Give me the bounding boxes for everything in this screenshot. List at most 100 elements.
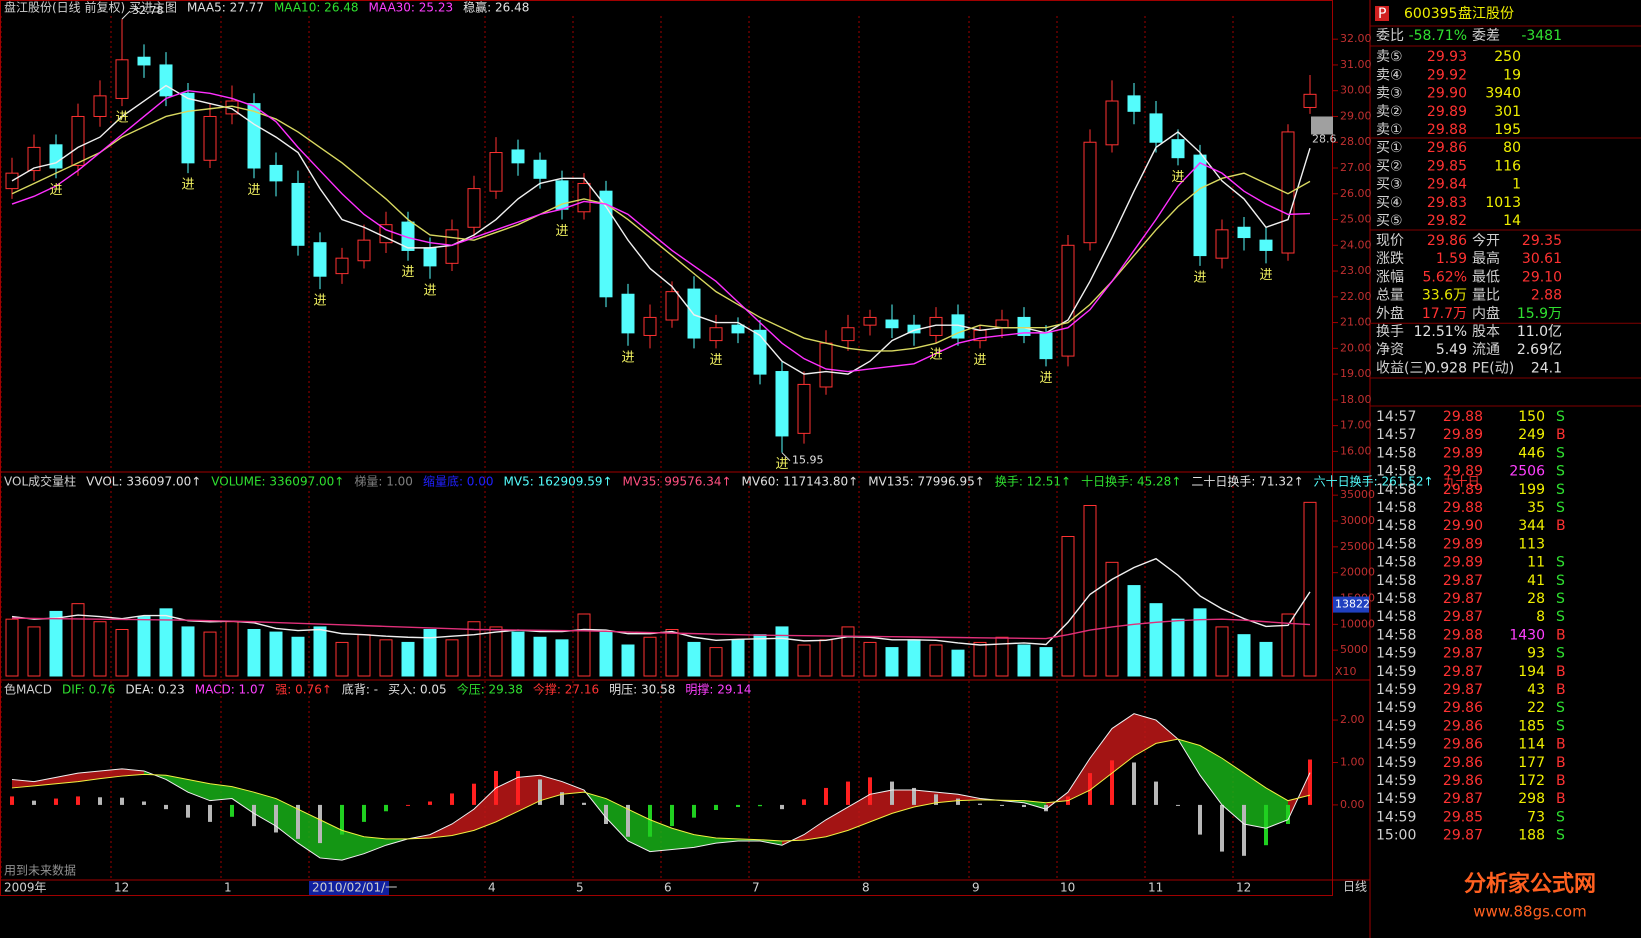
indicator-label: DEA: 0.23 xyxy=(125,683,184,697)
macd-bar xyxy=(780,804,784,810)
watermark-url: www.88gs.com xyxy=(1473,903,1586,921)
candle-body xyxy=(115,59,129,99)
macd-bar xyxy=(230,804,234,817)
book-volume: 14 xyxy=(1503,213,1521,229)
volume-bar xyxy=(511,631,525,677)
trade-volume: 41 xyxy=(1527,573,1545,589)
candle-body xyxy=(203,115,217,161)
macd-bar xyxy=(76,796,80,805)
trade-side: S xyxy=(1556,409,1565,425)
volume-bar xyxy=(335,641,349,677)
y-tick-label: 32.00 xyxy=(1340,32,1372,45)
book-level: 买③ xyxy=(1376,177,1403,193)
stat-label: 总量 xyxy=(1376,288,1404,304)
indicator-label: 梯量: 1.00 xyxy=(354,475,413,489)
trade-side: S xyxy=(1556,573,1565,589)
buy-signal: 进 xyxy=(929,348,942,363)
volume-bar xyxy=(1303,501,1317,677)
x-tick-label: 6 xyxy=(664,881,672,895)
trade-volume: 114 xyxy=(1518,737,1545,753)
y-tick-label: 19.00 xyxy=(1340,367,1372,380)
candle-body xyxy=(1281,131,1295,254)
trade-volume: 11 xyxy=(1527,555,1545,571)
dif-dea-ribbon xyxy=(936,792,958,803)
candle-body xyxy=(687,288,701,339)
candle-body xyxy=(1259,239,1273,251)
macd-bar xyxy=(1242,804,1246,856)
indicator-label: MAA5: 27.77 xyxy=(187,1,264,15)
dif-dea-ribbon xyxy=(848,794,870,831)
macd-bar xyxy=(846,781,850,805)
dif-dea-ribbon xyxy=(342,830,364,861)
stat-label: 涨跌 xyxy=(1376,251,1404,267)
x-tick-label: 12 xyxy=(1236,881,1251,895)
macd-bar xyxy=(1220,804,1224,852)
stat-label: 外盘 xyxy=(1376,305,1404,322)
moving-average-line xyxy=(11,84,1311,375)
volume-bar xyxy=(1127,585,1141,677)
trade-time: 14:58 xyxy=(1376,627,1416,643)
volume-bar xyxy=(577,613,591,677)
macd-bar xyxy=(120,797,124,805)
candle-body xyxy=(621,293,635,334)
trade-time: 14:59 xyxy=(1376,791,1416,807)
x-tick-label: 10 xyxy=(1060,881,1075,895)
y-tick-label: 26.00 xyxy=(1340,187,1372,200)
trade-side: S xyxy=(1556,482,1565,498)
stat-label: 收益(三) xyxy=(1376,360,1429,376)
buy-signal: 进 xyxy=(1193,270,1206,285)
stat-value: 29.35 xyxy=(1522,233,1562,249)
trade-volume: 8 xyxy=(1536,609,1545,625)
annotation-pointer xyxy=(121,10,131,20)
trade-time: 14:58 xyxy=(1376,536,1416,552)
indicator-label: 今撑: 27.16 xyxy=(533,682,599,697)
volume-bar xyxy=(489,626,503,677)
dif-dea-ribbon xyxy=(804,819,826,841)
trade-volume: 2506 xyxy=(1509,464,1545,480)
book-volume: 80 xyxy=(1503,140,1521,156)
book-price: 29.88 xyxy=(1427,122,1467,138)
trade-volume: 185 xyxy=(1518,718,1545,734)
trade-time: 14:59 xyxy=(1376,755,1416,771)
volume-bar xyxy=(291,636,305,677)
trade-time: 14:58 xyxy=(1376,518,1416,534)
volume-bar xyxy=(71,603,85,677)
trade-price: 29.87 xyxy=(1443,591,1483,607)
volume-bar xyxy=(181,626,195,677)
stat-label: 流通 xyxy=(1472,342,1500,358)
macd-bar xyxy=(32,800,36,805)
y-tick-label: 23.00 xyxy=(1340,264,1372,277)
dif-dea-ribbon xyxy=(1112,713,1134,774)
trade-side: B xyxy=(1556,755,1566,771)
macd-bar xyxy=(1044,804,1048,812)
book-volume: 1 xyxy=(1512,177,1521,193)
indicator-label: 强: 0.76↑ xyxy=(275,683,332,697)
candle-body xyxy=(819,342,833,388)
book-level: 卖① xyxy=(1376,122,1403,138)
annotation-label: 15.95 xyxy=(792,454,824,467)
trade-volume: 28 xyxy=(1527,591,1545,607)
indicator-label: 二十日换手: 71.32↑ xyxy=(1191,475,1303,489)
buy-signal: 进 xyxy=(1039,371,1052,386)
trade-time: 15:00 xyxy=(1376,828,1416,844)
moving-average-line xyxy=(11,617,1311,640)
book-volume: 250 xyxy=(1494,49,1521,65)
trade-volume: 35 xyxy=(1527,500,1545,516)
volume-bar xyxy=(159,608,173,677)
annotation-label: 32.78 xyxy=(132,4,164,17)
volume-bar xyxy=(819,639,833,677)
stat-value: 30.61 xyxy=(1522,251,1562,267)
book-level: 卖③ xyxy=(1376,86,1403,102)
y-tick-label: 25000 xyxy=(1340,540,1375,553)
trade-price: 29.87 xyxy=(1443,646,1483,662)
volume-bar xyxy=(27,626,41,677)
trade-price: 29.89 xyxy=(1443,555,1483,571)
stat-value: 12.51% xyxy=(1414,324,1467,340)
trade-side: B xyxy=(1556,737,1566,753)
x-tick-label: 8 xyxy=(862,881,870,895)
x-tick-label: 12 xyxy=(114,881,129,895)
dif-dea-ribbon xyxy=(518,775,540,812)
x-axis-end-label: 日线 xyxy=(1343,880,1367,894)
indicator-label: MAA30: 25.23 xyxy=(369,1,454,15)
